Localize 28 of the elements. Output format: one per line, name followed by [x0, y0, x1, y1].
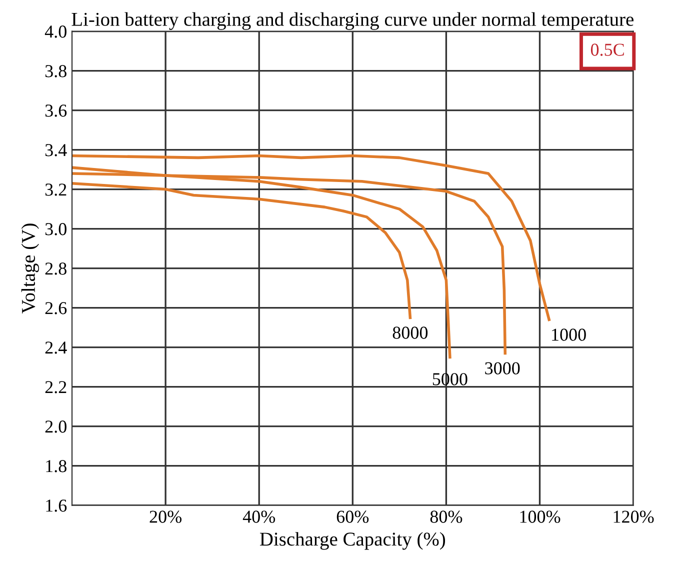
y-tick-label: 3.0: [45, 223, 66, 236]
series-label: 8000: [392, 326, 428, 339]
line-series: [72, 182, 412, 320]
y-tick-label: 2.4: [45, 342, 67, 354]
y-tick-label: 2.8: [45, 262, 66, 275]
x-tick-label: 100%: [520, 510, 560, 523]
series-label: 1000: [552, 328, 586, 341]
x-tick-label: 80%: [430, 510, 462, 523]
y-axis-title: Voltage (V): [21, 224, 40, 314]
annotation: 0.5C: [590, 44, 624, 56]
y-tick-label: 3.4: [45, 144, 67, 156]
x-tick-label: 20%: [150, 510, 182, 523]
x-tick-label: 40%: [242, 510, 276, 523]
x-tick-label: 60%: [336, 510, 369, 523]
y-tick-label: 1.8: [46, 460, 66, 472]
y-tick-label: 1.6: [46, 500, 67, 512]
y-tick-label: 3.6: [45, 104, 67, 117]
y-tick-label: 3.8: [45, 65, 66, 78]
x-axis-title: Discharge Capacity (%): [260, 532, 446, 550]
y-tick-label: 4.0: [44, 26, 66, 38]
y-tick-label: 2.6: [45, 302, 67, 314]
y-tick-label: 2.2: [45, 381, 66, 394]
chart-title: Li-ion battery charging and discharging curve under normal temperature: [72, 12, 634, 30]
line-series: [72, 154, 550, 322]
series-label: 3000: [485, 362, 520, 374]
y-tick-label: 2.0: [45, 420, 66, 433]
y-tick-label: 3.2: [45, 184, 66, 196]
x-tick-label: 120%: [614, 510, 654, 523]
